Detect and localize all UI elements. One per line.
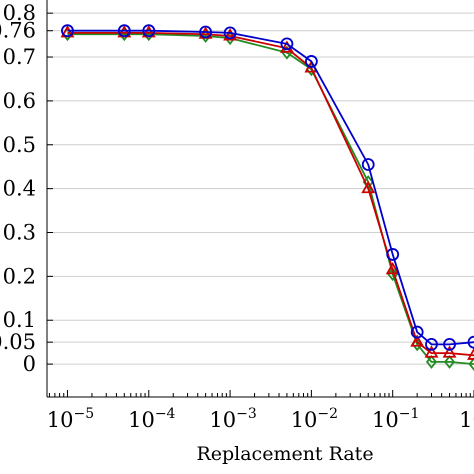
x-tick-base: 10 — [47, 408, 74, 432]
data-point-triangle — [223, 28, 238, 41]
y-tick-label: 0 — [23, 352, 36, 376]
x-tick-label: 10−2 — [291, 406, 338, 432]
y-tick-label: 0.3 — [3, 220, 36, 244]
axes — [46, 0, 474, 398]
y-tick-label: 0.5 — [3, 133, 36, 157]
data-point-triangle — [410, 334, 425, 347]
x-tick-exponent: −4 — [155, 406, 176, 422]
data-point-circle — [425, 337, 438, 351]
series-line-circle — [67, 29, 474, 346]
data-point-circle — [223, 26, 237, 40]
data-point-circle — [410, 325, 424, 339]
y-tick-label: 0.2 — [3, 264, 36, 288]
tick-labels: 00.050.10.20.30.40.50.60.70.760.810−510−… — [0, 1, 474, 432]
data-point-diamond — [443, 354, 456, 369]
x-tick-exponent: −5 — [74, 406, 95, 422]
y-tick-label: 0.6 — [3, 89, 36, 113]
y-tick-label: 0.8 — [3, 1, 36, 25]
series-lines — [60, 24, 474, 372]
data-point-triangle — [442, 345, 457, 358]
x-tick-base: 10 — [128, 408, 155, 432]
data-point-triangle — [361, 180, 376, 194]
data-point-triangle — [467, 347, 474, 360]
data-point-circle — [304, 55, 318, 68]
data-point-diamond — [425, 354, 438, 369]
data-point-circle — [386, 248, 400, 261]
data-point-circle — [280, 37, 294, 51]
y-tick-label: 0.7 — [3, 45, 36, 69]
grid-lines — [47, 12, 474, 365]
x-tick-base: 10 — [209, 408, 236, 432]
x-tick-label: 10−4 — [128, 406, 175, 432]
x-tick-exponent: −3 — [236, 406, 257, 422]
x-tick-exponent: −2 — [317, 406, 338, 422]
x-tick-label: 10−1 — [372, 406, 419, 432]
y-tick-label: 0.05 — [0, 330, 36, 354]
x-tick-base: 10 — [459, 408, 474, 432]
data-point-circle — [467, 335, 474, 349]
data-point-circle — [142, 24, 156, 38]
x-tick-label: 10−3 — [209, 406, 256, 432]
x-axis-title: Replacement Rate — [196, 443, 373, 465]
y-tick-label: 0.76 — [0, 19, 36, 43]
data-point-circle — [443, 337, 456, 351]
data-point-diamond — [387, 267, 399, 282]
data-point-triangle — [279, 40, 294, 53]
data-point-circle — [361, 158, 375, 171]
data-point-circle — [199, 25, 213, 39]
data-point-diamond — [468, 357, 474, 372]
series-line-diamond — [67, 33, 474, 365]
x-tick-label: 10−5 — [47, 406, 94, 432]
x-tick-base: 10 — [291, 408, 318, 432]
y-tick-label: 0.1 — [3, 308, 36, 332]
data-point-circle — [61, 24, 74, 38]
series-line-triangle — [67, 32, 474, 357]
data-point-circle — [117, 24, 131, 38]
y-tick-label: 0.4 — [3, 177, 36, 201]
x-tick-label: 100 — [459, 406, 474, 432]
x-tick-exponent: −1 — [399, 406, 420, 422]
x-tick-base: 10 — [372, 408, 399, 432]
data-point-triangle — [424, 345, 439, 358]
data-point-triangle — [385, 261, 400, 275]
